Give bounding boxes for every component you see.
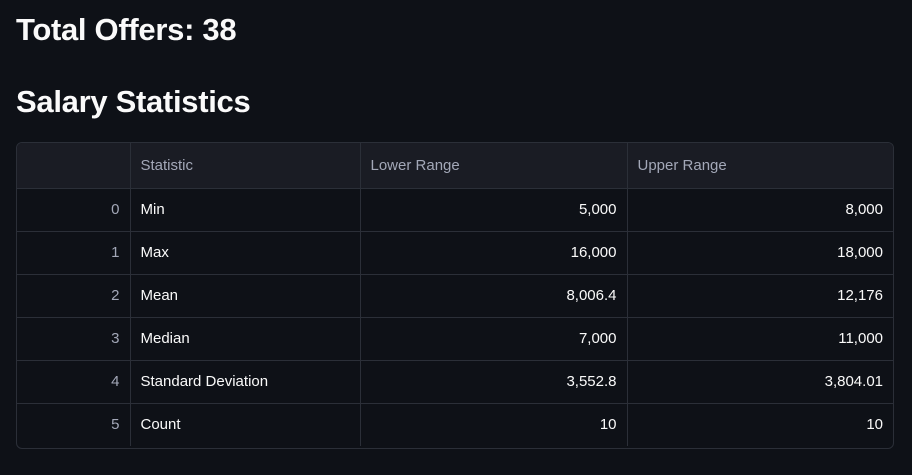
upper-range-cell[interactable]: 18,000 (627, 231, 893, 275)
statistic-cell[interactable]: Max (130, 231, 361, 275)
column-header-lower-range[interactable]: Lower Range (360, 143, 628, 189)
lower-range-cell[interactable]: 8,006.4 (360, 274, 628, 318)
table-row: 4 Standard Deviation 3,552.8 3,804.01 (17, 360, 893, 404)
table-row: 0 Min 5,000 8,000 (17, 188, 893, 232)
upper-range-cell[interactable]: 12,176 (627, 274, 893, 318)
table-row: 3 Median 7,000 11,000 (17, 317, 893, 361)
column-header-index[interactable] (17, 143, 131, 189)
lower-range-cell[interactable]: 10 (360, 403, 628, 446)
lower-range-cell[interactable]: 7,000 (360, 317, 628, 361)
statistic-cell[interactable]: Mean (130, 274, 361, 318)
column-header-upper-range[interactable]: Upper Range (627, 143, 893, 189)
statistic-cell[interactable]: Standard Deviation (130, 360, 361, 404)
table-row: 1 Max 16,000 18,000 (17, 231, 893, 275)
row-index: 2 (17, 274, 131, 318)
column-header-statistic[interactable]: Statistic (130, 143, 361, 189)
upper-range-cell[interactable]: 3,804.01 (627, 360, 893, 404)
table-header-row: Statistic Lower Range Upper Range (17, 143, 893, 189)
upper-range-cell[interactable]: 10 (866, 416, 883, 434)
statistic-cell[interactable]: Median (130, 317, 361, 361)
salary-statistics-table: Statistic Lower Range Upper Range 0 Min … (16, 142, 894, 449)
total-offers-heading: Total Offers: 38 (16, 12, 237, 47)
lower-range-cell[interactable]: 16,000 (360, 231, 628, 275)
lower-range-cell[interactable]: 5,000 (360, 188, 628, 232)
row-index: 5 (17, 403, 131, 446)
table-row: 2 Mean 8,006.4 12,176 (17, 274, 893, 318)
upper-range-cell[interactable]: 8,000 (627, 188, 893, 232)
lower-range-cell[interactable]: 3,552.8 (360, 360, 628, 404)
statistic-cell[interactable]: Min (130, 188, 361, 232)
row-index: 3 (17, 317, 131, 361)
row-index: 4 (17, 360, 131, 404)
row-index: 0 (17, 188, 131, 232)
data-table: Statistic Lower Range Upper Range 0 Min … (17, 143, 893, 446)
salary-statistics-heading: Salary Statistics (16, 84, 251, 119)
statistic-cell[interactable]: Count (130, 403, 361, 446)
row-index: 1 (17, 231, 131, 275)
upper-range-cell[interactable]: 11,000 (627, 317, 893, 361)
table-row: 5 Count 10 10 (17, 403, 893, 446)
